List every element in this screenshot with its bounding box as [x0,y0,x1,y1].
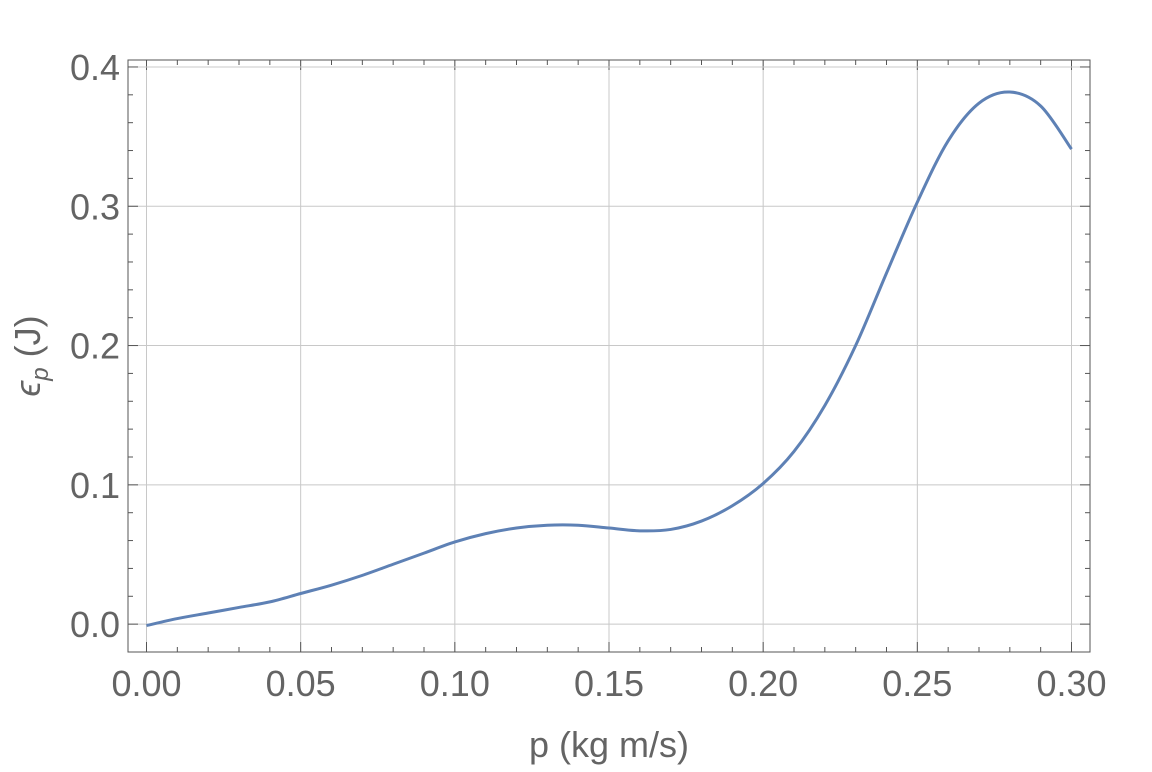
x-tick-label: 0.25 [882,663,952,704]
x-tick-label: 0.15 [574,663,644,704]
y-tick-label: 0.1 [70,465,120,506]
y-axis-label: ϵp (J) [7,315,54,396]
y-label-subscript: p [27,367,54,381]
y-tick-label: 0.2 [70,326,120,367]
x-tick-label: 0.30 [1036,663,1106,704]
x-tick-label: 0.10 [420,663,490,704]
y-label-unit: (J) [7,315,48,357]
x-tick-label: 0.20 [728,663,798,704]
y-label-symbol: ϵ [7,380,48,397]
y-tick-label: 0.4 [70,47,120,88]
y-tick-label: 0.0 [70,604,120,645]
plot-frame [127,59,1091,653]
y-tick-label: 0.3 [70,186,120,227]
x-axis-label: p (kg m/s) [529,724,689,765]
x-tick-label: 0.05 [266,663,336,704]
data-line [146,90,1073,627]
x-tick-label: 0.00 [111,663,181,704]
